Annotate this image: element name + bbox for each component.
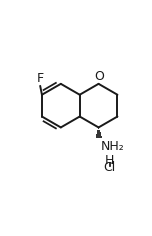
Text: Cl: Cl xyxy=(104,161,116,174)
Text: H: H xyxy=(105,155,114,168)
Text: F: F xyxy=(37,72,44,85)
Text: O: O xyxy=(94,70,104,83)
Text: NH₂: NH₂ xyxy=(101,140,125,153)
